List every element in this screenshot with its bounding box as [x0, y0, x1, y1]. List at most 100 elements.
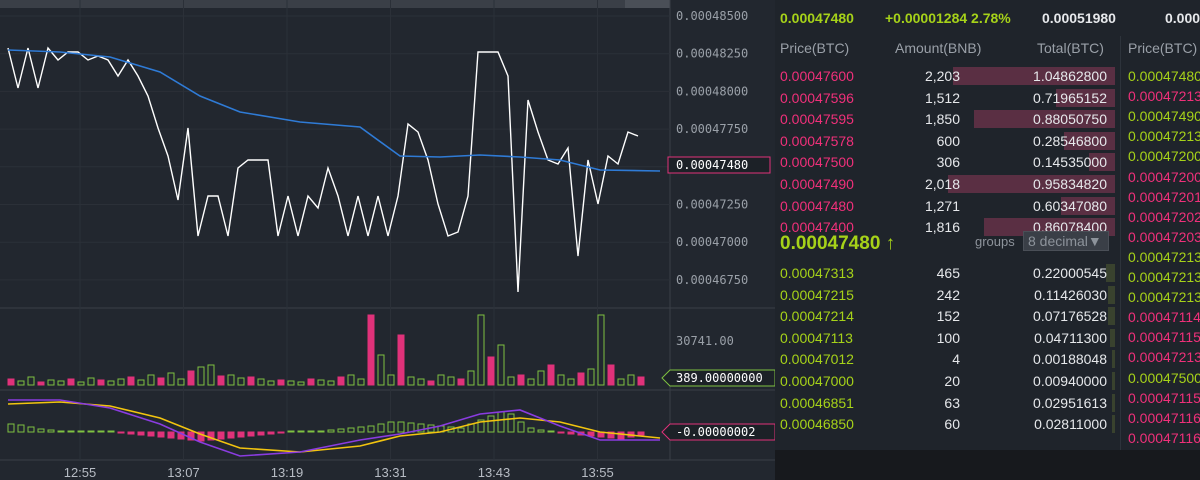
bid-amount: 63: [944, 394, 960, 411]
bid-amount: 100: [936, 329, 960, 346]
ask-amount: 2,018: [924, 176, 960, 192]
volume-bar: [47, 379, 55, 386]
time-axis-label: 13:31: [374, 465, 407, 480]
volume-bar: [407, 376, 415, 386]
ask-row[interactable]: 0.00047500 306 0.14535000: [775, 152, 1115, 172]
bid-depth-bar: [1112, 393, 1115, 412]
chart-canvas[interactable]: 0.00048500 0.00048250 0.00048000 0.00047750…: [0, 0, 775, 480]
bid-depth-bar: [1110, 328, 1115, 347]
header-price-trades[interactable]: Price(BTC): [1128, 40, 1198, 56]
ask-row[interactable]: 0.00047480 1,271 0.60347080: [775, 196, 1115, 216]
ask-row[interactable]: 0.00047595 1,850 0.88050750: [775, 109, 1115, 129]
header-total[interactable]: Total(BTC): [1037, 40, 1104, 56]
bid-row[interactable]: 0.00047000 20 0.00940000: [775, 371, 1115, 391]
bid-amount: 4: [952, 351, 960, 368]
volume-bar: [507, 376, 515, 386]
macd-histogram-bar: [7, 423, 15, 433]
ask-row[interactable]: 0.00047600 2,203 1.04862800: [775, 66, 1115, 86]
ask-row[interactable]: 0.00047578 600 0.28546800: [775, 131, 1115, 151]
macd-histogram-bar: [537, 429, 545, 433]
volume-bar: [327, 380, 335, 386]
macd-tag-label: -0.00000002: [676, 425, 755, 439]
volume-bar: [377, 354, 385, 386]
macd-histogram-bar: [157, 431, 165, 438]
header-price[interactable]: Price(BTC): [780, 40, 850, 56]
ask-depth-bar: [953, 67, 1115, 85]
bid-price: 0.00047012: [780, 351, 854, 368]
bid-amount: 60: [944, 416, 960, 433]
trade-price: 0.00047213: [1128, 269, 1200, 285]
bid-depth-bar: [1112, 372, 1115, 390]
volume-bar: [27, 376, 35, 386]
macd-histogram-bar: [237, 431, 245, 438]
time-axis-label: 12:55: [64, 465, 97, 480]
bid-row[interactable]: 0.00047113 100 0.04711300: [775, 328, 1115, 348]
volume-bar: [437, 374, 445, 386]
macd-histogram-bar: [497, 411, 505, 433]
macd-histogram-bar: [457, 427, 465, 433]
bid-total: 0.02811000: [1034, 416, 1107, 433]
ticker-high: 0.00051980: [1042, 10, 1116, 26]
ask-price: 0.00047595: [780, 111, 854, 128]
toolbar-button: [625, 0, 670, 8]
bid-row[interactable]: 0.00047313 465 0.22000545: [775, 263, 1115, 283]
volume-tag-box: [661, 369, 775, 387]
macd-histogram-bar: [247, 431, 255, 437]
macd-histogram-bar: [527, 427, 535, 433]
ticker-bar: 0.00047480 +0.00001284 2.78% 0.00051980 …: [775, 0, 1200, 36]
volume-bar: [217, 375, 225, 386]
macd-histogram-bar: [317, 430, 325, 433]
volume-bar: [587, 368, 595, 386]
bid-row[interactable]: 0.00047214 152 0.07176528: [775, 306, 1115, 326]
trade-price: 0.00047213: [1128, 88, 1200, 105]
macd-histogram-bar: [47, 429, 55, 433]
decimal-select[interactable]: 8 decimal▼: [1023, 231, 1109, 251]
volume-bar: [367, 314, 375, 386]
bid-total: 0.07176528: [1033, 308, 1107, 325]
macd-histogram-bar: [357, 426, 365, 433]
ask-row[interactable]: 0.00047490 2,018 0.95834820: [775, 174, 1115, 194]
bid-price: 0.00047000: [780, 373, 854, 389]
macd-histogram-bar: [377, 423, 385, 433]
macd-histogram-bar: [387, 421, 395, 433]
bid-row[interactable]: 0.00047012 4 0.00188048: [775, 349, 1115, 369]
trade-price: 0.00047490: [1128, 108, 1200, 125]
bid-row[interactable]: 0.00046851 63 0.02951613: [775, 393, 1115, 413]
time-axis-label: 13:19: [271, 465, 304, 480]
bid-row[interactable]: 0.00046850 60 0.02811000: [775, 414, 1115, 434]
volume-bar: [7, 378, 15, 386]
bid-depth-bar: [1106, 264, 1115, 282]
volume-bar: [117, 378, 125, 386]
macd-histogram-bar: [127, 431, 135, 435]
trade-price: 0.00047201: [1128, 188, 1200, 205]
ask-price: 0.00047500: [780, 154, 854, 171]
bid-total: 0.02951613: [1033, 394, 1107, 411]
volume-bar: [387, 374, 395, 386]
order-book-panel: 0.00047480 +0.00001284 2.78% 0.00051980 …: [775, 0, 1200, 456]
ask-row[interactable]: 0.00047596 1,512 0.71965152: [775, 88, 1115, 108]
volume-bar: [337, 376, 345, 386]
price-chart-panel[interactable]: 0.00048500 0.00048250 0.00048000 0.00047750…: [0, 0, 775, 480]
bid-row[interactable]: 0.00047215 242 0.11426030: [775, 285, 1115, 305]
trade-price: 0.00047116: [1128, 429, 1200, 446]
macd-tag-box: [661, 423, 775, 441]
volume-bar: [577, 372, 585, 386]
volume-bar: [147, 374, 155, 386]
volume-bar: [537, 370, 545, 386]
ask-amount: 1,850: [924, 111, 960, 128]
macd-histogram-bar: [97, 430, 105, 433]
volume-bar: [317, 379, 325, 386]
time-axis-label: 13:07: [167, 465, 200, 480]
volume-bar: [127, 376, 135, 386]
trade-price: 0.00047203: [1128, 228, 1200, 245]
volume-bar: [157, 377, 165, 386]
header-amount[interactable]: Amount(BNB): [895, 40, 982, 56]
volume-bar: [427, 380, 435, 386]
ask-depth-bar: [1061, 196, 1115, 215]
volume-bar: [187, 370, 195, 386]
trade-price: 0.00047200: [1128, 148, 1200, 165]
volume-bar: [597, 314, 605, 386]
ask-price: 0.00047490: [780, 176, 854, 192]
volume-bar: [357, 378, 365, 386]
ask-total: 1.04862800: [1033, 68, 1107, 84]
